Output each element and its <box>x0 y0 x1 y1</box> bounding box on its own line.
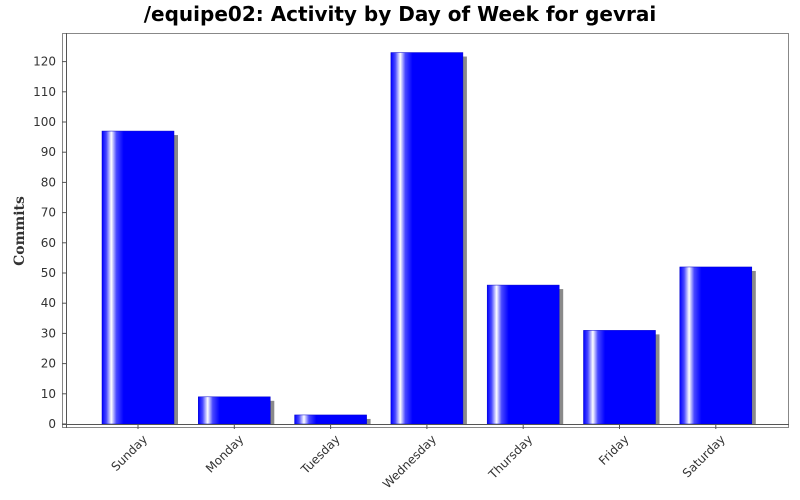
bars <box>101 52 753 425</box>
y-tick-label-60: 60 <box>41 236 56 250</box>
y-tick-label-110: 110 <box>33 85 56 99</box>
y-tick-label-120: 120 <box>33 55 56 69</box>
bar-tuesday <box>294 414 367 425</box>
bar-wednesday <box>390 52 464 425</box>
y-tick-label-90: 90 <box>41 145 56 159</box>
x-tick-label-thursday: Thursday <box>485 432 535 482</box>
x-tick-label-monday: Monday <box>203 432 246 475</box>
bar-monday <box>198 396 271 425</box>
y-axis-label: Commits <box>12 196 28 266</box>
y-tick-label-10: 10 <box>41 387 56 401</box>
bar-saturday <box>679 266 753 425</box>
x-tick-label-friday: Friday <box>596 432 632 468</box>
chart-title: /equipe02: Activity by Day of Week for g… <box>144 2 657 26</box>
x-tick-label-saturday: Saturday <box>680 432 728 480</box>
y-tick-label-70: 70 <box>41 206 56 220</box>
bar-thursday <box>486 284 560 425</box>
y-tick-label-80: 80 <box>41 175 56 189</box>
y-tick-label-20: 20 <box>41 357 56 371</box>
x-tick-label-wednesday: Wednesday <box>380 432 439 491</box>
y-tick-label-50: 50 <box>41 266 56 280</box>
x-tick-label-sunday: Sunday <box>108 432 150 474</box>
x-axis-ticks: Sunday Monday Tuesday Wednesday Thursday Frid… <box>108 425 728 491</box>
y-tick-label-100: 100 <box>33 115 56 129</box>
y-axis-ticks: 0 10 20 30 40 50 60 70 80 90 100 110 120 <box>33 55 66 431</box>
y-tick-label-30: 30 <box>41 326 56 340</box>
plot-frame <box>62 33 789 428</box>
bar-friday <box>583 330 656 425</box>
y-tick-label-40: 40 <box>41 296 56 310</box>
x-tick-label-tuesday: Tuesday <box>298 432 343 477</box>
y-tick-label-0: 0 <box>48 417 56 431</box>
bar-sunday <box>101 130 175 425</box>
